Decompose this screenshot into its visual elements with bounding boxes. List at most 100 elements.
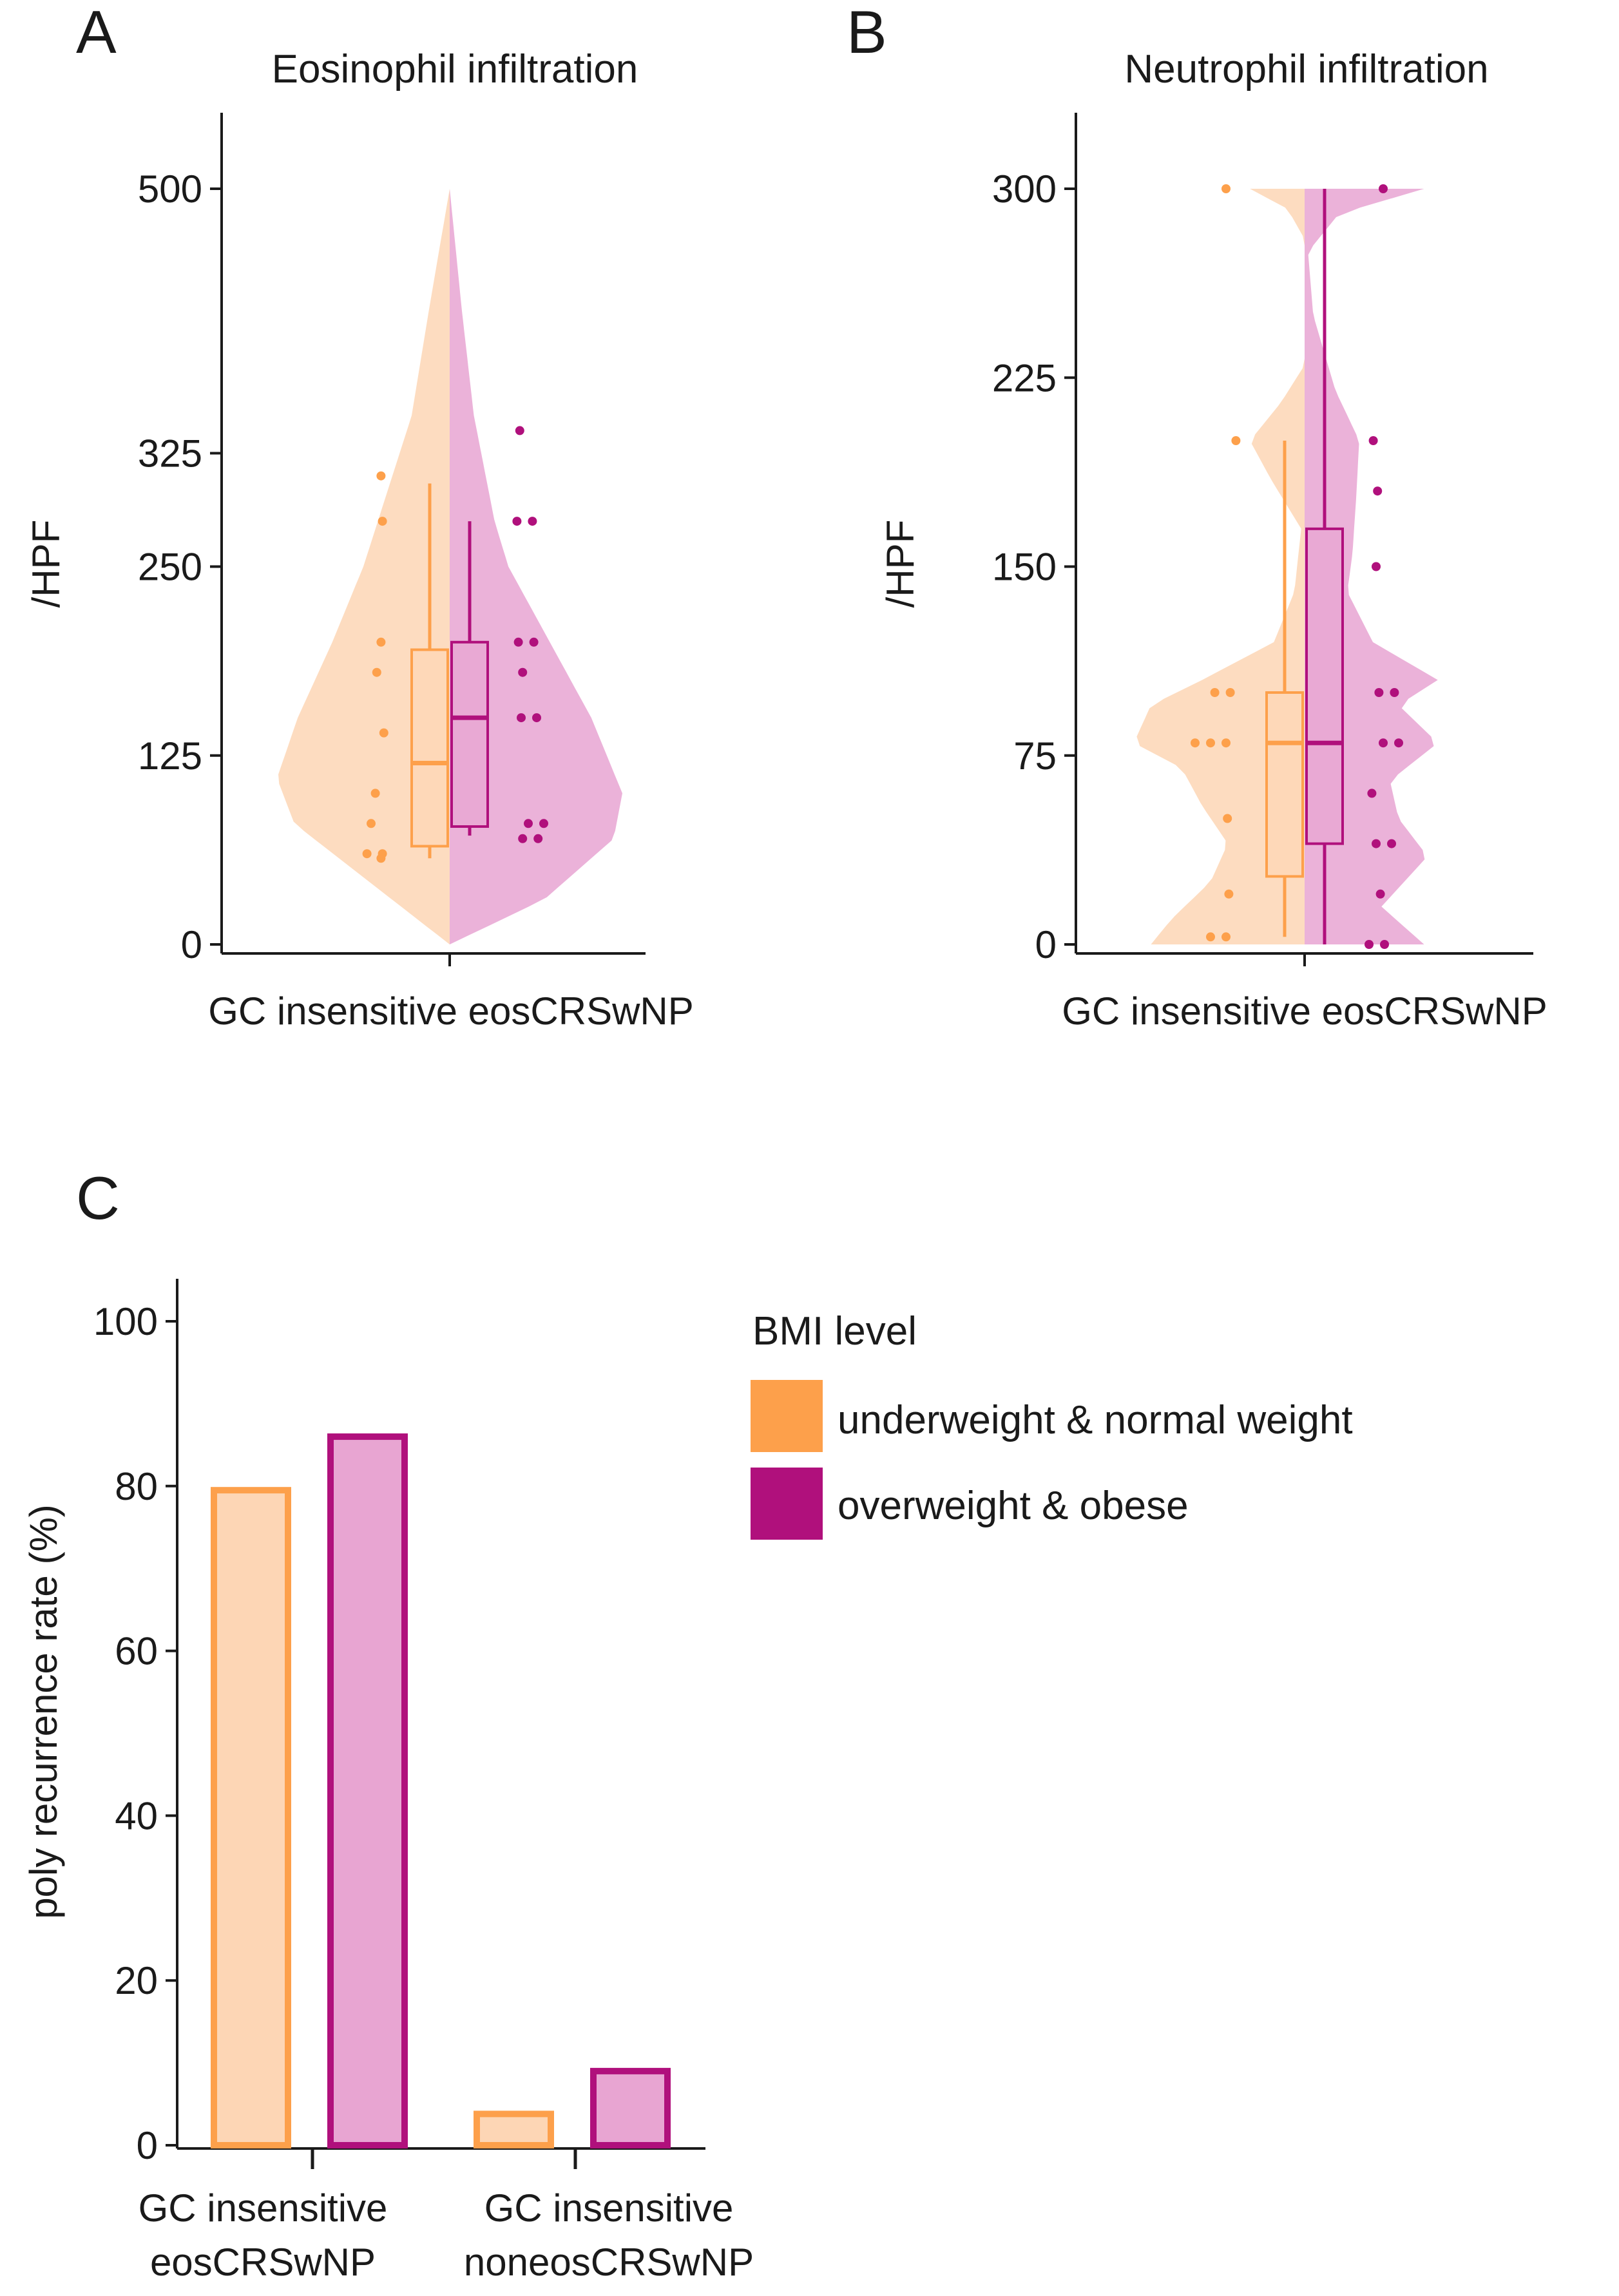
- panel-c-bar-magenta-2: [590, 2067, 671, 2148]
- panel-c-y-tick-label: 60: [115, 1630, 158, 1673]
- panel-b-point-magenta: [1375, 889, 1385, 899]
- panel-a-y-axis-title: /HPF: [24, 520, 68, 608]
- panel-a-point-orange: [378, 849, 387, 859]
- panel-b-point-orange: [1221, 738, 1231, 748]
- panel-b-y-tick-label: 150: [992, 546, 1057, 589]
- panel-a-point-magenta: [518, 834, 528, 843]
- panel-a-letter: A: [76, 0, 117, 66]
- panel-a-title: Eosinophil infiltration: [272, 47, 638, 91]
- panel-a-point-orange: [379, 728, 388, 738]
- legend-title: BMI level: [752, 1309, 917, 1354]
- panel-b-letter: B: [847, 0, 887, 66]
- panel-c-y-axis-title: poly recurrence rate (%): [22, 1504, 65, 1919]
- panel-a-point-magenta: [512, 517, 522, 526]
- panel-c-letter: C: [76, 1164, 120, 1232]
- panel-a-point-orange: [376, 471, 386, 481]
- panel-a-point-magenta: [539, 819, 548, 828]
- panel-c-bar-magenta-1: [327, 1433, 408, 2148]
- panel-c-y-tick-label: 100: [93, 1300, 158, 1343]
- panel-a-point-magenta: [533, 834, 543, 843]
- panel-b-point-magenta: [1373, 486, 1383, 496]
- panel-a-y-tick-label: 0: [181, 923, 202, 966]
- panel-b-plot-area: 0 75 150 225 300: [992, 113, 1533, 966]
- legend-swatch-underweight-normal: [751, 1380, 823, 1452]
- panel-b-point-magenta: [1380, 940, 1389, 949]
- panel-a-point-orange: [367, 819, 376, 828]
- panel-a-eosinophil: A Eosinophil infiltration 0125250325500 …: [24, 0, 694, 1033]
- panel-c-y-tick-label: 0: [137, 2124, 158, 2167]
- panel-b-point-orange: [1191, 738, 1200, 748]
- panel-a-box-orange: [410, 648, 449, 848]
- panel-b-x-tick-label: GC insensitive eosCRSwNP: [1062, 990, 1547, 1033]
- panel-b-y-tick-label: 0: [1035, 923, 1057, 966]
- panel-a-point-orange: [370, 789, 380, 798]
- panel-a-box-magenta: [450, 640, 489, 828]
- panel-b-point-orange: [1231, 436, 1241, 445]
- panel-b-box-magenta: [1305, 527, 1344, 845]
- panel-c-y-tick-label: 40: [115, 1794, 158, 1837]
- panel-b-point-magenta: [1387, 839, 1396, 848]
- panel-b-neutrophil: B Neutrophil infiltration 0 75 150 225 300 /…: [847, 0, 1547, 1033]
- panel-b-y-tick-label: 225: [992, 356, 1057, 399]
- legend-label-overweight-obese: overweight & obese: [838, 1484, 1189, 1528]
- panel-c-y-tick-label: 20: [115, 1959, 158, 2002]
- panel-a-y-tick-label: 250: [138, 546, 202, 589]
- panel-c-x-tick-label-1-line-2: eosCRSwNP: [150, 2241, 376, 2284]
- panel-b-point-orange: [1224, 889, 1234, 899]
- panel-c-x-tick-label-1-line-1: GC insensitive: [139, 2186, 388, 2230]
- panel-b-point-magenta: [1379, 738, 1388, 748]
- panel-a-violin-orange: [278, 189, 450, 944]
- panel-a-y-tick-label: 500: [138, 167, 202, 211]
- panel-b-box-orange: [1265, 691, 1304, 878]
- panel-b-point-magenta: [1394, 738, 1403, 748]
- panel-b-point-magenta: [1390, 688, 1399, 697]
- panel-b-point-magenta: [1372, 562, 1381, 571]
- panel-b-violin-orange: [1136, 189, 1305, 944]
- panel-b-point-orange: [1210, 688, 1220, 697]
- panel-b-point-magenta: [1374, 688, 1384, 697]
- panel-c-bar-orange-2: [474, 2110, 554, 2148]
- panel-a-point-magenta: [515, 426, 524, 435]
- panel-a-point-magenta: [517, 713, 526, 723]
- panel-a-point-magenta: [532, 713, 541, 723]
- panel-a-point-orange: [378, 517, 387, 526]
- panel-a-point-orange: [362, 849, 372, 859]
- panel-b-point-magenta: [1372, 839, 1381, 848]
- panel-b-title: Neutrophil infiltration: [1124, 47, 1488, 91]
- panel-a-y-tick-label: 125: [138, 734, 202, 778]
- panel-a-violin-magenta: [450, 189, 622, 944]
- panel-a-point-orange: [372, 667, 381, 677]
- panel-b-y-tick-label: 300: [992, 167, 1057, 211]
- panel-b-point-magenta: [1365, 940, 1374, 949]
- panel-b-point-orange: [1225, 688, 1235, 697]
- panel-b-point-orange: [1223, 814, 1232, 823]
- panel-c-x-tick-label-2-line-2: noneosCRSwNP: [464, 2241, 754, 2284]
- legend-label-underweight-normal: underweight & normal weight: [838, 1398, 1353, 1442]
- panel-a-point-magenta: [524, 819, 533, 828]
- panel-b-point-orange: [1206, 932, 1215, 942]
- panel-b-point-orange: [1221, 184, 1231, 193]
- legend-swatch-overweight-obese: [751, 1468, 823, 1540]
- panel-a-plot-area: 0 125 250 325 500: [138, 113, 646, 966]
- panel-b-point-magenta: [1368, 436, 1378, 445]
- panel-a-point-magenta: [528, 517, 537, 526]
- panel-b-point-orange: [1221, 932, 1231, 942]
- panel-a-y-tick-label: 325: [138, 432, 202, 475]
- panel-a-point-magenta: [529, 637, 539, 647]
- panel-c-bar-orange-1: [211, 1487, 291, 2149]
- panel-b-point-orange: [1206, 738, 1215, 748]
- panel-a-point-orange: [376, 637, 386, 647]
- panel-a-point-magenta: [518, 667, 528, 677]
- panel-a-x-tick-label: GC insensitive eosCRSwNP: [208, 990, 694, 1033]
- panel-c-x-tick-label-2-line-1: GC insensitive: [484, 2186, 734, 2230]
- panel-c-y-tick-label: 80: [115, 1465, 158, 1508]
- panel-b-point-magenta: [1379, 184, 1388, 193]
- panel-b-y-axis-title: /HPF: [879, 520, 922, 608]
- legend: BMI level underweight & normal weight ov…: [751, 1309, 1353, 1540]
- panel-b-point-magenta: [1367, 789, 1377, 798]
- panel-b-y-tick-label: 75: [1013, 734, 1057, 778]
- panel-c-plot-area: 0 20 40 60 80 100: [93, 1279, 705, 2169]
- panel-a-point-magenta: [513, 637, 523, 647]
